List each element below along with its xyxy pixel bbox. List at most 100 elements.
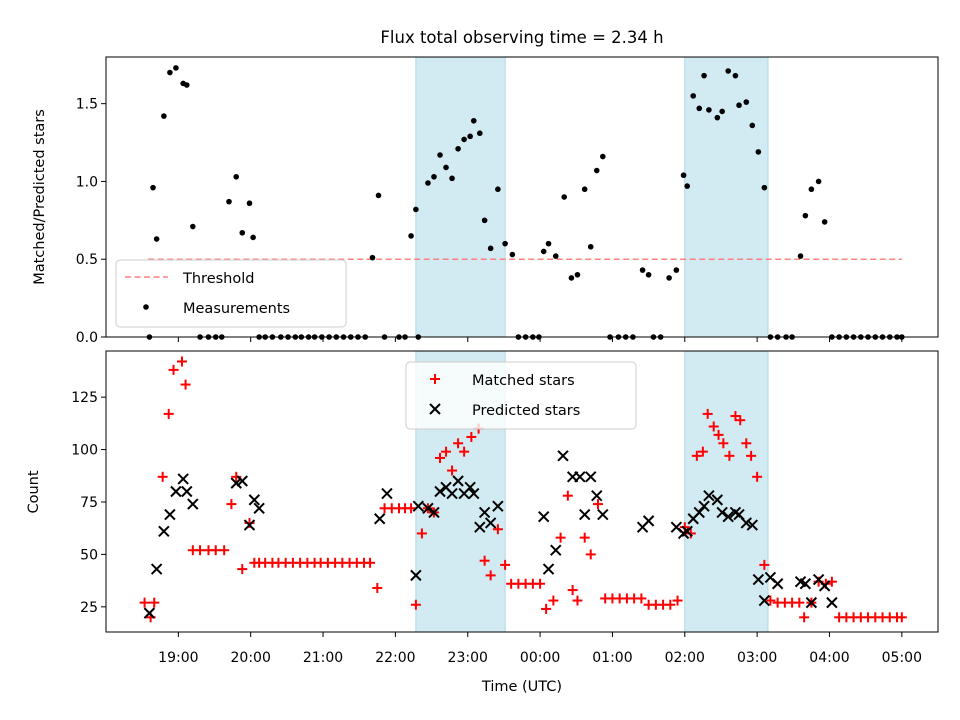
- matched-point: [555, 532, 566, 543]
- y-tick-label: 0.5: [76, 252, 98, 268]
- measurement-point: [690, 93, 697, 99]
- measurement-point: [706, 107, 712, 113]
- threshold-legend-label: Threshold: [182, 271, 254, 287]
- measurement-point: [190, 223, 196, 230]
- matched-point: [500, 559, 511, 570]
- predicted-point-b: [374, 513, 386, 525]
- matched-point: [548, 595, 559, 606]
- predicted-point-b: [170, 485, 182, 498]
- y-tick-label: 0.0: [76, 330, 98, 346]
- matched-point: [479, 555, 490, 566]
- measurement-point: [732, 72, 739, 79]
- measurement-point: [183, 82, 190, 88]
- predicted-point-b: [452, 475, 464, 487]
- matched-point: [585, 549, 596, 560]
- matched-point: [679, 522, 690, 533]
- measurement-point: [481, 217, 488, 224]
- predicted-point: [177, 473, 189, 485]
- predicted-point: [428, 506, 440, 519]
- predicted-point: [805, 596, 818, 609]
- predicted-legend-swatch: [429, 403, 441, 415]
- matched-point: [416, 528, 427, 539]
- measurement-point: [437, 152, 443, 158]
- predicted-point: [799, 578, 812, 590]
- predicted-point: [716, 506, 728, 519]
- predicted-point-b: [693, 506, 705, 519]
- measurement-point: [476, 130, 483, 137]
- predicted-point-b: [698, 500, 710, 512]
- predicted-point-b: [578, 508, 591, 521]
- measurement-point: [587, 243, 594, 250]
- y-tick-label: 125: [71, 390, 98, 406]
- matched-point: [231, 471, 242, 482]
- predicted-point-b: [478, 506, 491, 519]
- measurement-point: [755, 149, 762, 155]
- measurement-point: [599, 153, 606, 160]
- predicted-point-b: [164, 508, 176, 521]
- matched-point: [665, 599, 676, 610]
- predicted-point: [253, 502, 265, 514]
- measurement-point: [808, 186, 815, 193]
- observing-band: [684, 56, 769, 338]
- matched-point: [466, 431, 477, 442]
- predicted-point-b: [243, 519, 256, 531]
- matched-point: [541, 603, 552, 614]
- predicted-point-b: [764, 571, 777, 584]
- predicted-point-b: [446, 487, 458, 500]
- measurement-point: [425, 180, 431, 186]
- measurement-point: [545, 240, 552, 247]
- bottom-y-axis-label: Count: [26, 470, 42, 513]
- bottom-legend: Matched stars Predicted stars: [405, 361, 637, 430]
- predicted-point: [468, 487, 480, 500]
- measurement-point: [701, 72, 707, 79]
- measurement-point: [467, 133, 473, 140]
- measurement-point: [574, 271, 581, 278]
- measurement-point: [509, 251, 516, 258]
- measurement-point: [743, 99, 750, 105]
- predicted-point-b: [187, 498, 199, 510]
- predicted-point-b: [746, 519, 759, 531]
- matched-point: [759, 559, 770, 570]
- predicted-point-b: [794, 575, 807, 588]
- measurement-point: [581, 186, 588, 193]
- top-panel: 0.0 0.5 1.0 1.5 Matched/Predicted stars Thr…: [32, 56, 939, 346]
- predicted-point-b: [729, 506, 742, 519]
- top-axes-frame: [105, 56, 939, 338]
- matched-point: [713, 429, 724, 440]
- x-tick-label: 02:00: [665, 650, 705, 666]
- measurement-point: [250, 234, 256, 241]
- predicted-point-b: [670, 521, 683, 533]
- top-y-ticks: 0.0 0.5 1.0 1.5: [76, 97, 106, 346]
- predicted-point: [752, 573, 765, 586]
- matched-point: [372, 582, 383, 593]
- predicted-point: [150, 563, 163, 575]
- x-tick-label: 21:00: [303, 650, 343, 666]
- predicted-point-b: [818, 580, 831, 592]
- measurement-point: [552, 253, 559, 259]
- matched-point: [163, 408, 174, 419]
- x-tick-label: 00:00: [520, 650, 560, 666]
- predicted-point: [722, 510, 734, 523]
- x-tick-label: 05:00: [882, 650, 922, 666]
- predicted-point-b: [585, 471, 597, 483]
- measurement-point: [639, 267, 646, 273]
- matched-point: [485, 570, 496, 581]
- predicted-point: [578, 508, 591, 521]
- matched-point: [672, 595, 683, 606]
- matched-point: [896, 612, 907, 623]
- measurement-point: [443, 164, 449, 171]
- predicted-point-b: [236, 475, 248, 487]
- predicted-point-b: [805, 596, 818, 609]
- matched-point: [441, 446, 452, 457]
- predicted-point: [557, 450, 569, 462]
- predicted-point-b: [733, 508, 745, 521]
- matched-point: [365, 557, 376, 568]
- predicted-point-b: [484, 517, 497, 529]
- predicted-point-b: [492, 500, 504, 512]
- measurement-point: [470, 117, 477, 124]
- predicted-point-b: [158, 525, 170, 538]
- matched-point: [724, 450, 735, 461]
- x-tick-label: 22:00: [375, 650, 415, 666]
- observing-band: [684, 350, 769, 633]
- predicted-point-b: [468, 487, 480, 500]
